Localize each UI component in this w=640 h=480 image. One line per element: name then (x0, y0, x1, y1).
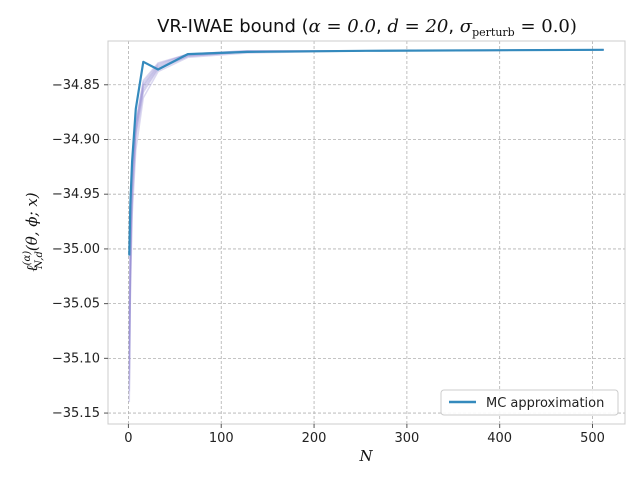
plot-frame (107, 40, 626, 425)
y-tick-label: −35.00 (52, 242, 100, 257)
y-tick-label: −34.90 (52, 132, 100, 147)
grid (108, 41, 625, 424)
title-d: d = 20 (387, 16, 448, 37)
title-sep-2: , (448, 16, 459, 37)
y-tick-label: −35.05 (52, 297, 100, 312)
title-prefix: VR-IWAE bound ( (157, 16, 309, 37)
y-label-sub: N,d (34, 251, 45, 270)
y-tick-label: −34.85 (52, 78, 100, 93)
y-tick-label: −35.15 (52, 406, 100, 421)
legend: MC approximation (440, 389, 619, 416)
x-tick-label: 0 (124, 431, 132, 446)
title-sigma-value: = 0.0) (515, 16, 577, 37)
series-group (128, 48, 604, 256)
y-label-args: (θ, ϕ; x) (23, 192, 41, 251)
y-label-sup: (α) (22, 251, 33, 266)
y-tick-label: −34.95 (52, 187, 100, 202)
chart-title: VR-IWAE bound (α = 0.0, d = 20, σperturb… (157, 16, 577, 39)
series-line (128, 48, 604, 256)
x-tick-label: 200 (302, 431, 327, 446)
x-axis-ticks: 0 100 200 300 400 500 (124, 424, 605, 446)
x-tick-label: 500 (580, 431, 605, 446)
x-axis-label: N (358, 447, 373, 465)
x-tick-label: 400 (487, 431, 512, 446)
plot-area (108, 41, 625, 424)
y-axis-label: ℓ(α)N,d(θ, ϕ; x) (22, 192, 45, 271)
x-tick-label: 300 (394, 431, 419, 446)
legend-label: MC approximation (486, 396, 604, 411)
y-tick-label: −35.10 (52, 351, 100, 366)
y-label-main: ℓ (23, 265, 41, 271)
x-tick-label: 100 (209, 431, 234, 446)
title-sep-1: , (376, 16, 387, 37)
title-sigma-sub: perturb (472, 26, 515, 39)
title-alpha: α = 0.0 (309, 16, 376, 37)
legend-box (440, 389, 619, 416)
title-sigma: σ (460, 16, 473, 37)
y-axis-ticks: −35.15 −35.10 −35.05 −35.00 −34.95 −34.90 −34.… (52, 78, 108, 421)
